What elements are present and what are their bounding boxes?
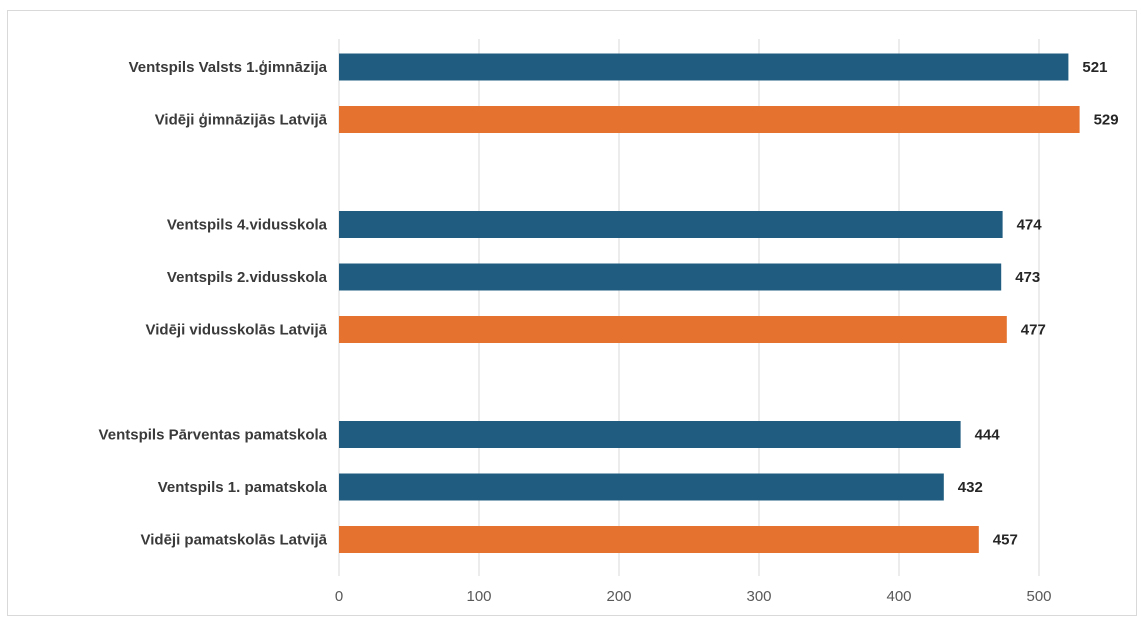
category-label: Vidēji ģimnāzijās Latvijā — [155, 112, 328, 129]
x-tick-label: 0 — [335, 588, 343, 605]
bar — [339, 211, 1003, 238]
x-tick-label: 200 — [606, 588, 631, 605]
bar-chart: Ventspils Valsts 1.ģimnāzija Vidēji ģimnā… — [99, 39, 1119, 605]
chart-frame: Ventspils Valsts 1.ģimnāzija Vidēji ģimnā… — [7, 10, 1137, 616]
category-label: Ventspils Valsts 1.ģimnāzija — [129, 59, 328, 76]
x-axis-ticks: 0 100 200 300 400 500 — [335, 588, 1052, 605]
category-labels: Ventspils Valsts 1.ģimnāzija Vidēji ģimnā… — [99, 59, 328, 549]
bar — [339, 473, 944, 501]
data-labels: 521 529 474 473 477 444 432 457 — [958, 59, 1119, 549]
category-label: Ventspils 2.vidusskola — [167, 269, 328, 286]
category-label: Ventspils 4.vidusskola — [167, 217, 328, 234]
category-label: Vidēji pamatskolās Latvijā — [141, 532, 328, 549]
data-label: 432 — [958, 479, 983, 496]
x-tick-label: 500 — [1026, 588, 1051, 605]
category-label: Ventspils Pārventas pamatskola — [99, 427, 328, 444]
bar — [339, 53, 1069, 81]
bar — [339, 421, 961, 448]
data-label: 457 — [993, 532, 1018, 549]
bar — [339, 316, 1007, 343]
data-label: 477 — [1021, 322, 1046, 339]
data-label: 474 — [1017, 217, 1043, 234]
bar — [339, 263, 1002, 291]
data-label: 529 — [1094, 112, 1119, 129]
bars — [339, 53, 1080, 553]
data-label: 444 — [975, 427, 1001, 444]
category-label: Ventspils 1. pamatskola — [158, 479, 328, 496]
bar — [339, 526, 979, 553]
category-label: Vidēji vidusskolās Latvijā — [146, 322, 328, 339]
x-tick-label: 400 — [886, 588, 911, 605]
x-tick-label: 100 — [466, 588, 491, 605]
data-label: 473 — [1015, 269, 1040, 286]
data-label: 521 — [1082, 59, 1107, 76]
bar — [339, 106, 1080, 133]
x-tick-label: 300 — [746, 588, 771, 605]
